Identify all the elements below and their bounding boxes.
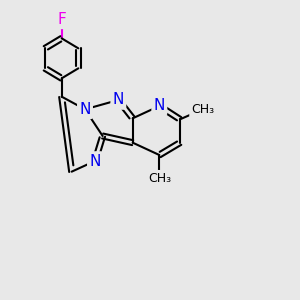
Text: N: N (79, 102, 91, 117)
Text: CH₃: CH₃ (191, 103, 214, 116)
Text: N: N (89, 154, 101, 169)
Text: F: F (57, 12, 66, 27)
Text: CH₃: CH₃ (148, 172, 171, 185)
Text: N: N (112, 92, 124, 107)
Text: N: N (154, 98, 165, 113)
